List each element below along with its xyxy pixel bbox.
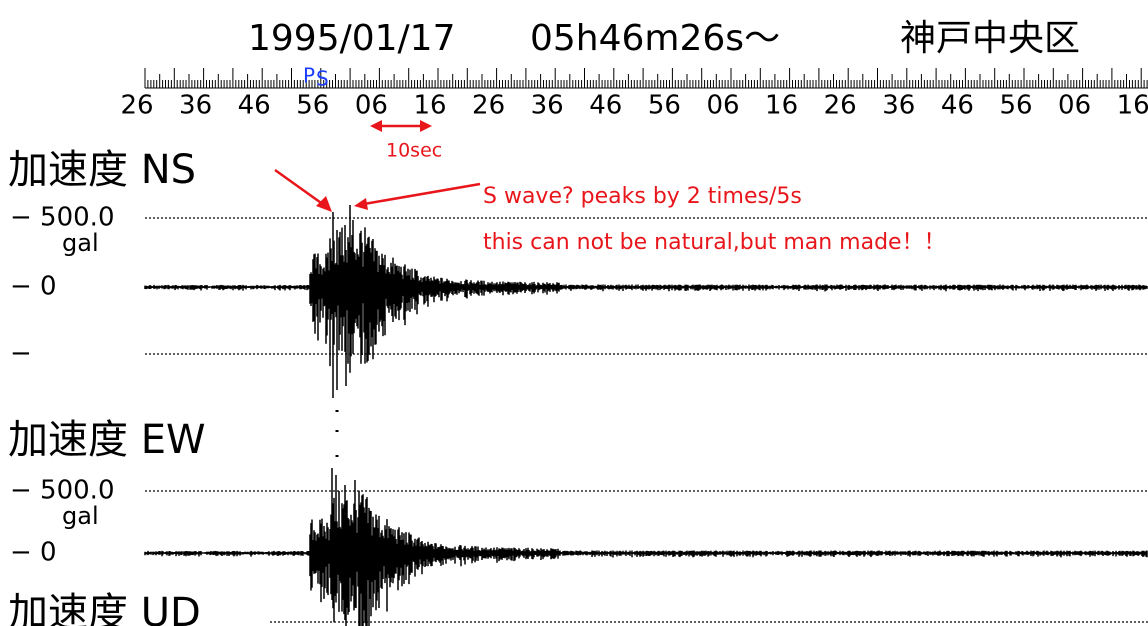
tick-label: 16 bbox=[1117, 91, 1148, 121]
tick-label: 16 bbox=[765, 91, 798, 121]
arrow-head bbox=[354, 198, 368, 210]
zero-label: − 0 bbox=[10, 272, 57, 302]
tick-label: 06 bbox=[355, 91, 388, 121]
tick-label: 06 bbox=[1058, 91, 1091, 121]
annotations bbox=[274, 120, 481, 212]
tick-label: 46 bbox=[238, 91, 271, 121]
pointer-arrow bbox=[274, 168, 325, 207]
tick-label: 36 bbox=[882, 91, 915, 121]
tick-label: 26 bbox=[120, 91, 153, 121]
tick-label: 46 bbox=[589, 91, 622, 121]
lower-label: − bbox=[10, 339, 32, 369]
place: 神戸中央区 bbox=[900, 18, 1080, 59]
unit-label: gal bbox=[62, 229, 99, 257]
s-marker: S bbox=[316, 67, 329, 91]
ruler-ticks bbox=[144, 68, 1148, 89]
interval-label: 10sec bbox=[386, 140, 442, 162]
waveform bbox=[144, 205, 1148, 398]
waveforms bbox=[144, 205, 1148, 626]
tick-label: 26 bbox=[472, 91, 505, 121]
note: this can not be natural,but man made！！ bbox=[483, 230, 946, 255]
note: S wave? peaks by 2 times/5s bbox=[483, 184, 802, 209]
waveform bbox=[144, 468, 1148, 626]
tick-label: 36 bbox=[531, 91, 564, 121]
tick-label: 36 bbox=[179, 91, 212, 121]
arrow-head bbox=[370, 120, 382, 132]
tick-label: 56 bbox=[999, 91, 1032, 121]
arrow-head bbox=[420, 120, 432, 132]
scale-label: − 500.0 bbox=[10, 203, 114, 233]
tick-label: 46 bbox=[941, 91, 974, 121]
channel-label: 加速度 NS bbox=[8, 147, 196, 193]
tick-label: 26 bbox=[824, 91, 857, 121]
time: 05h46m26s～ bbox=[530, 18, 780, 59]
tick-label: 56 bbox=[296, 91, 329, 121]
unit-label: gal bbox=[62, 502, 99, 530]
tick-label: 56 bbox=[648, 91, 681, 121]
channel-label: 加速度 UD bbox=[8, 590, 201, 626]
date: 1995/01/17 bbox=[248, 18, 456, 59]
channel-label: 加速度 EW bbox=[8, 417, 206, 463]
zero-label: − 0 bbox=[10, 538, 57, 568]
scale-label: − 500.0 bbox=[10, 476, 114, 506]
arrow-head bbox=[316, 196, 332, 212]
ruler: 26 36 46 56 06 16 26 36 46 56 06 16 26 36 46 56 06 16 bbox=[120, 68, 1148, 121]
p-marker: P bbox=[303, 64, 315, 88]
pointer-arrow bbox=[363, 182, 481, 206]
tick-label: 16 bbox=[413, 91, 446, 121]
tick-label: 06 bbox=[706, 91, 739, 121]
